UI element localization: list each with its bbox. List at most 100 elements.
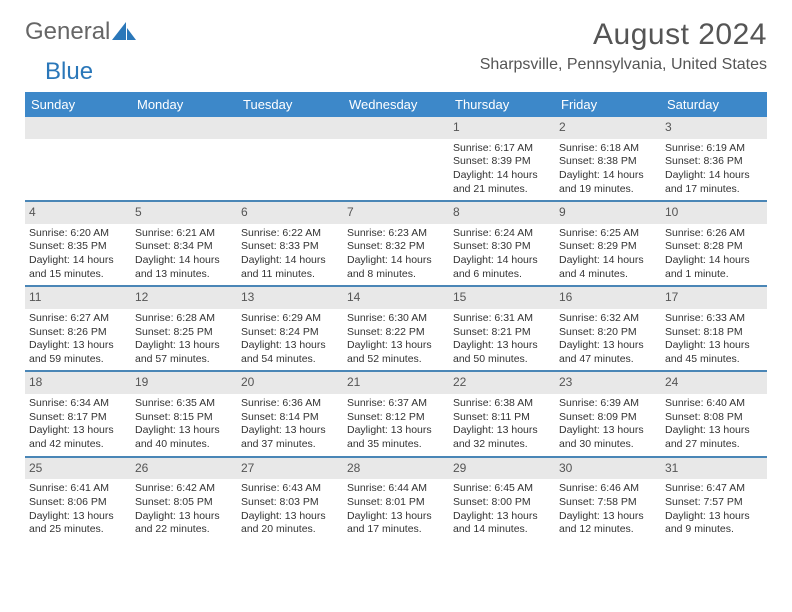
- daylight-text: and 54 minutes.: [241, 353, 339, 367]
- day-cell: 28Sunrise: 6:44 AMSunset: 8:01 PMDayligh…: [343, 458, 449, 541]
- sunrise-text: Sunrise: 6:19 AM: [665, 142, 763, 156]
- sunrise-text: Sunrise: 6:37 AM: [347, 397, 445, 411]
- day-number: 25: [25, 458, 131, 480]
- sunrise-text: Sunrise: 6:40 AM: [665, 397, 763, 411]
- daylight-text: and 1 minute.: [665, 268, 763, 282]
- daylight-text: and 25 minutes.: [29, 523, 127, 537]
- daylight-text: and 57 minutes.: [135, 353, 233, 367]
- sunrise-text: Sunrise: 6:29 AM: [241, 312, 339, 326]
- logo-text-general: General: [25, 18, 110, 46]
- sunset-text: Sunset: 7:57 PM: [665, 496, 763, 510]
- daylight-text: and 20 minutes.: [241, 523, 339, 537]
- sunrise-text: Sunrise: 6:25 AM: [559, 227, 657, 241]
- day-number: 15: [449, 287, 555, 309]
- daylight-text: Daylight: 14 hours: [241, 254, 339, 268]
- title-location: Sharpsville, Pennsylvania, United States: [480, 56, 767, 74]
- day-number: 9: [555, 202, 661, 224]
- daylight-text: Daylight: 13 hours: [665, 510, 763, 524]
- day-number: 12: [131, 287, 237, 309]
- daylight-text: and 4 minutes.: [559, 268, 657, 282]
- week-row: 18Sunrise: 6:34 AMSunset: 8:17 PMDayligh…: [25, 372, 767, 457]
- sunrise-text: Sunrise: 6:20 AM: [29, 227, 127, 241]
- day-cell: 9Sunrise: 6:25 AMSunset: 8:29 PMDaylight…: [555, 202, 661, 285]
- daylight-text: Daylight: 13 hours: [453, 424, 551, 438]
- day-number: 5: [131, 202, 237, 224]
- daylight-text: and 17 minutes.: [347, 523, 445, 537]
- day-cell: 5Sunrise: 6:21 AMSunset: 8:34 PMDaylight…: [131, 202, 237, 285]
- day-number: 24: [661, 372, 767, 394]
- week-row: 1Sunrise: 6:17 AMSunset: 8:39 PMDaylight…: [25, 117, 767, 202]
- day-cell: 18Sunrise: 6:34 AMSunset: 8:17 PMDayligh…: [25, 372, 131, 455]
- week-row: 25 Sunrise: 6:41 AMSunset: 8:06 PM Dayligh…: [25, 458, 767, 541]
- daylight-text: Daylight: 14 hours: [453, 169, 551, 183]
- daylight-text: Daylight: 13 hours: [453, 510, 551, 524]
- day-number: 13: [237, 287, 343, 309]
- sunset-text: Sunset: 8:33 PM: [241, 240, 339, 254]
- daylight-text: Daylight: 14 hours: [135, 254, 233, 268]
- daylight-text: Daylight: 14 hours: [29, 254, 127, 268]
- day-cell: 4Sunrise: 6:20 AMSunset: 8:35 PMDaylight…: [25, 202, 131, 285]
- sunrise-text: Sunrise: 6:33 AM: [665, 312, 763, 326]
- daylight-text: and 19 minutes.: [559, 183, 657, 197]
- sunset-text: Sunset: 8:32 PM: [347, 240, 445, 254]
- day-number: 19: [131, 372, 237, 394]
- logo-sail-icon: [112, 22, 138, 42]
- sunrise-text: Sunrise: 6:41 AM: [29, 482, 127, 496]
- sunset-text: Sunset: 8:24 PM: [241, 326, 339, 340]
- day-cell: 14Sunrise: 6:30 AMSunset: 8:22 PMDayligh…: [343, 287, 449, 370]
- day-cell: 31 Sunrise: 6:47 AMSunset: 7:57 PMDayligh…: [661, 458, 767, 541]
- sunset-text: Sunset: 8:35 PM: [29, 240, 127, 254]
- sunrise-text: Sunrise: 6:22 AM: [241, 227, 339, 241]
- day-number: 14: [343, 287, 449, 309]
- day-number: 7: [343, 202, 449, 224]
- day-cell: [237, 117, 343, 200]
- daylight-text: and 37 minutes.: [241, 438, 339, 452]
- sunrise-text: Sunrise: 6:38 AM: [453, 397, 551, 411]
- sunrise-text: Sunrise: 6:17 AM: [453, 142, 551, 156]
- sunrise-text: Sunrise: 6:35 AM: [135, 397, 233, 411]
- sunrise-text: Sunrise: 6:46 AM: [559, 482, 657, 496]
- sunset-text: Sunset: 8:03 PM: [241, 496, 339, 510]
- day-cell: [25, 117, 131, 200]
- sunrise-text: Sunrise: 6:44 AM: [347, 482, 445, 496]
- daylight-text: Daylight: 14 hours: [665, 169, 763, 183]
- sunset-text: Sunset: 8:01 PM: [347, 496, 445, 510]
- day-cell: 1Sunrise: 6:17 AMSunset: 8:39 PMDaylight…: [449, 117, 555, 200]
- week-row: 11Sunrise: 6:27 AMSunset: 8:26 PMDayligh…: [25, 287, 767, 372]
- sunrise-text: Sunrise: 6:32 AM: [559, 312, 657, 326]
- day-number: 23: [555, 372, 661, 394]
- sunrise-text: Sunrise: 6:27 AM: [29, 312, 127, 326]
- daylight-text: and 45 minutes.: [665, 353, 763, 367]
- daylight-text: Daylight: 13 hours: [559, 510, 657, 524]
- day-number-empty: [131, 117, 237, 139]
- daylight-text: Daylight: 13 hours: [559, 339, 657, 353]
- sunrise-text: Sunrise: 6:28 AM: [135, 312, 233, 326]
- sunrise-text: Sunrise: 6:47 AM: [665, 482, 763, 496]
- daylight-text: Daylight: 13 hours: [453, 339, 551, 353]
- daylight-text: and 47 minutes.: [559, 353, 657, 367]
- day-number: 29: [449, 458, 555, 480]
- sunset-text: Sunset: 8:09 PM: [559, 411, 657, 425]
- day-number: 10: [661, 202, 767, 224]
- day-number-empty: [25, 117, 131, 139]
- daylight-text: and 6 minutes.: [453, 268, 551, 282]
- sunset-text: Sunset: 8:08 PM: [665, 411, 763, 425]
- day-number-empty: [237, 117, 343, 139]
- day-cell: 23Sunrise: 6:39 AMSunset: 8:09 PMDayligh…: [555, 372, 661, 455]
- day-cell: 22Sunrise: 6:38 AMSunset: 8:11 PMDayligh…: [449, 372, 555, 455]
- sunset-text: Sunset: 8:21 PM: [453, 326, 551, 340]
- daylight-text: Daylight: 13 hours: [347, 510, 445, 524]
- sunrise-text: Sunrise: 6:21 AM: [135, 227, 233, 241]
- sunset-text: Sunset: 8:17 PM: [29, 411, 127, 425]
- day-number: 31: [661, 458, 767, 480]
- sunset-text: Sunset: 8:25 PM: [135, 326, 233, 340]
- daylight-text: and 12 minutes.: [559, 523, 657, 537]
- day-number: 16: [555, 287, 661, 309]
- daylight-text: and 52 minutes.: [347, 353, 445, 367]
- daylight-text: Daylight: 14 hours: [559, 254, 657, 268]
- sunset-text: Sunset: 8:06 PM: [29, 496, 127, 510]
- day-number: 8: [449, 202, 555, 224]
- daylight-text: and 35 minutes.: [347, 438, 445, 452]
- day-header: Wednesday: [343, 92, 449, 117]
- day-cell: 21Sunrise: 6:37 AMSunset: 8:12 PMDayligh…: [343, 372, 449, 455]
